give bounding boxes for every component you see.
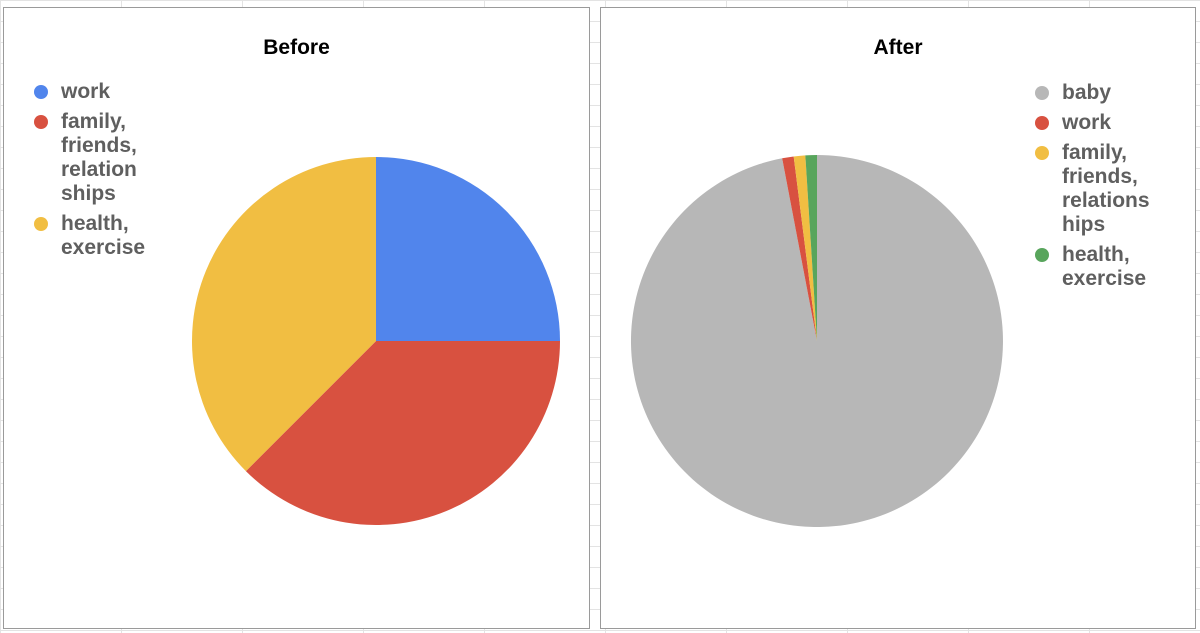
before-chart-panel: Before work family, friends, relation shi… xyxy=(3,7,590,629)
pie-slice-health-exercise xyxy=(805,155,817,341)
pie-slice-work xyxy=(782,156,817,341)
pie-slice-baby xyxy=(630,155,1003,527)
pie-slice-work xyxy=(376,157,560,341)
legend-label: work xyxy=(61,80,111,103)
before-legend: work family, friends, relation ships healt… xyxy=(34,80,145,266)
legend-item-work: work xyxy=(34,80,145,104)
legend-item-family-friends-relationships: family, friends, relations hips xyxy=(1035,141,1150,237)
legend-item-family-friends-relationships: family, friends, relation ships xyxy=(34,110,145,206)
legend-label: health, exercise xyxy=(1062,243,1147,290)
legend-color-dot xyxy=(1035,248,1049,262)
before-pie-chart xyxy=(191,157,560,526)
legend-color-dot xyxy=(34,115,48,129)
legend-label: work xyxy=(1062,111,1112,134)
pie-slice-family-friends-relationships xyxy=(793,155,817,341)
legend-color-dot xyxy=(1035,146,1049,160)
after-pie-chart xyxy=(630,155,1003,527)
legend-label: family, friends, relation ships xyxy=(61,110,137,205)
after-chart-panel: After baby work family, friends, relations… xyxy=(600,7,1196,629)
chart-title: Before xyxy=(263,36,330,59)
legend-color-dot xyxy=(34,85,48,99)
chart-title: After xyxy=(873,36,923,59)
legend-label: health, exercise xyxy=(61,212,146,259)
legend-label: baby xyxy=(1062,81,1112,104)
pie-slice-family-friends-relationships xyxy=(245,341,560,526)
legend-item-baby: baby xyxy=(1035,81,1150,105)
legend-color-dot xyxy=(1035,116,1049,130)
legend-label: family, friends, relations hips xyxy=(1062,141,1150,236)
legend-item-work: work xyxy=(1035,111,1150,135)
legend-color-dot xyxy=(1035,86,1049,100)
legend-color-dot xyxy=(34,217,48,231)
legend-item-health-exercise: health, exercise xyxy=(34,212,145,260)
legend-item-health-exercise: health, exercise xyxy=(1035,243,1150,291)
after-legend: baby work family, friends, relations hips h… xyxy=(1035,81,1150,297)
pie-slice-health-exercise xyxy=(191,157,376,472)
